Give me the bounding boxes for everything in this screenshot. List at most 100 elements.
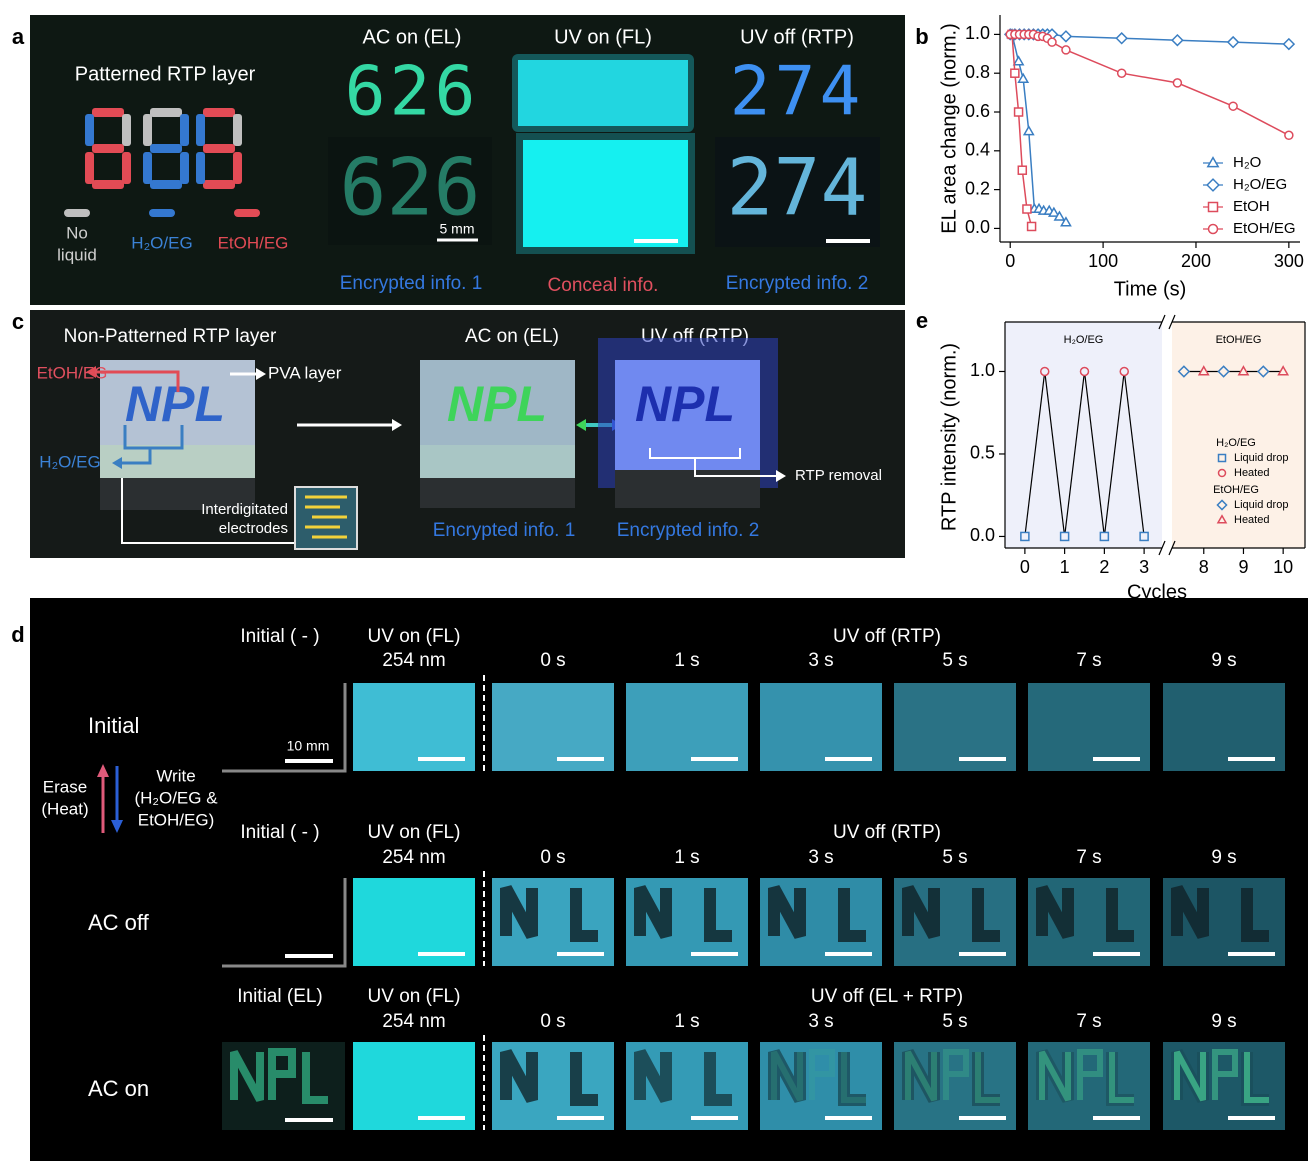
panel-letter: d	[11, 622, 24, 647]
data-point	[1024, 127, 1033, 135]
y-tick-label: 0.0	[965, 217, 990, 237]
data-point	[1019, 74, 1028, 82]
display-segment	[85, 152, 94, 184]
column-heading: UV on (FL)	[554, 26, 652, 48]
display-segment	[203, 180, 235, 189]
column-heading: 5 s	[942, 650, 967, 671]
data-point	[1229, 102, 1237, 110]
side-label: (Heat)	[41, 799, 88, 818]
y-axis-label: EL area change (norm.)	[938, 23, 960, 233]
caption: Encrypted info. 2	[726, 273, 869, 294]
display-segment	[203, 108, 235, 117]
column-heading: UV on (FL)	[368, 822, 461, 843]
data-point	[1061, 532, 1069, 540]
display-segment	[85, 114, 94, 146]
x-tick-label: 8	[1199, 557, 1209, 577]
data-point	[1048, 38, 1056, 46]
column-heading: 7 s	[1076, 847, 1101, 868]
scale-label: 5 mm	[440, 221, 475, 237]
panel-heading: Non-Patterned RTP layer	[64, 326, 277, 347]
legend-label: Liquid drop	[1234, 499, 1288, 511]
key-label: EtOH/EG	[218, 233, 289, 252]
data-point	[1173, 79, 1181, 87]
column-heading: 3 s	[808, 650, 833, 671]
data-point	[1041, 367, 1049, 375]
segment-title: H₂O/EG	[1064, 334, 1104, 346]
data-point	[1021, 532, 1029, 540]
display-segment	[143, 114, 152, 146]
side-label: (H₂O/EG &	[134, 788, 218, 807]
data-point	[1011, 69, 1019, 77]
panel-heading: Patterned RTP layer	[75, 63, 256, 85]
panel-letter: e	[916, 308, 928, 333]
y-axis-label: RTP intensity (norm.)	[938, 343, 960, 531]
legend-marker	[1208, 158, 1218, 167]
data-point	[1120, 367, 1128, 375]
display-segment	[196, 114, 205, 146]
data-point	[1116, 33, 1126, 43]
legend-label: Liquid drop	[1234, 452, 1288, 464]
scale-label: 10 mm	[287, 738, 330, 754]
column-heading: UV on (FL)	[368, 626, 461, 647]
photo	[523, 140, 688, 247]
legend-label: Heated	[1234, 514, 1269, 526]
logo: NPL	[125, 376, 225, 432]
display-segment	[122, 152, 131, 184]
column-heading: Initial (EL)	[237, 986, 323, 1007]
data-point	[1028, 222, 1036, 230]
data-point	[1061, 31, 1071, 41]
y-tick-label: 0.6	[965, 101, 990, 121]
label: H₂O/EG	[39, 452, 100, 471]
segment-title: EtOH/EG	[1216, 334, 1262, 346]
x-tick-label: 10	[1273, 557, 1293, 577]
x-tick-label: 300	[1274, 251, 1304, 271]
x-tick-label: 0	[1020, 557, 1030, 577]
key-swatch	[149, 209, 175, 217]
x-tick-label: 3	[1139, 557, 1149, 577]
data-point	[1100, 532, 1108, 540]
data-point	[1014, 57, 1023, 65]
panel-letter: a	[12, 24, 25, 49]
figure: aPatterned RTP layerNoliquidH₂O/EGEtOH/E…	[0, 0, 1308, 1161]
column-heading: 0 s	[540, 1011, 565, 1032]
column-heading: 254 nm	[382, 650, 445, 671]
data-point	[1062, 46, 1070, 54]
device-base	[420, 478, 575, 508]
label: PVA layer	[268, 363, 342, 382]
column-heading: 5 s	[942, 1011, 967, 1032]
display-digits: 274	[730, 53, 865, 132]
row-label: AC off	[88, 910, 150, 935]
panel-letter: c	[12, 309, 24, 334]
key-label: liquid	[57, 245, 97, 264]
legend-heading: H₂O/EG	[1216, 437, 1256, 449]
legend-heading: EtOH/EG	[1213, 484, 1259, 496]
y-tick-label: 0.5	[970, 443, 995, 463]
x-tick-label: 100	[1088, 251, 1118, 271]
data-point	[1118, 69, 1126, 77]
y-tick-label: 0.4	[965, 140, 990, 160]
panel-letter: b	[915, 24, 928, 49]
x-tick-label: 2	[1099, 557, 1109, 577]
legend-marker	[1209, 203, 1218, 212]
column-heading: 0 s	[540, 847, 565, 868]
caption: Encrypted info. 1	[340, 273, 483, 294]
display-segment	[150, 180, 182, 189]
data-point	[1172, 35, 1182, 45]
column-heading: 3 s	[808, 847, 833, 868]
display-segment	[180, 114, 189, 146]
key-swatch	[64, 209, 90, 217]
caption: Encrypted info. 1	[433, 520, 576, 541]
column-heading: AC on (EL)	[465, 326, 559, 347]
legend-marker	[1209, 225, 1218, 234]
y-tick-label: 0.8	[965, 62, 990, 82]
side-label: Write	[156, 766, 195, 785]
column-heading: 1 s	[674, 650, 699, 671]
column-heading: 7 s	[1076, 1011, 1101, 1032]
y-tick-label: 0.0	[970, 525, 995, 545]
column-heading: UV off (EL + RTP)	[811, 986, 963, 1007]
legend-label: Heated	[1234, 467, 1269, 479]
caption: Encrypted info. 2	[617, 520, 760, 541]
uv-display	[518, 60, 688, 126]
column-heading: AC on (EL)	[363, 26, 462, 48]
data-point	[1284, 39, 1294, 49]
